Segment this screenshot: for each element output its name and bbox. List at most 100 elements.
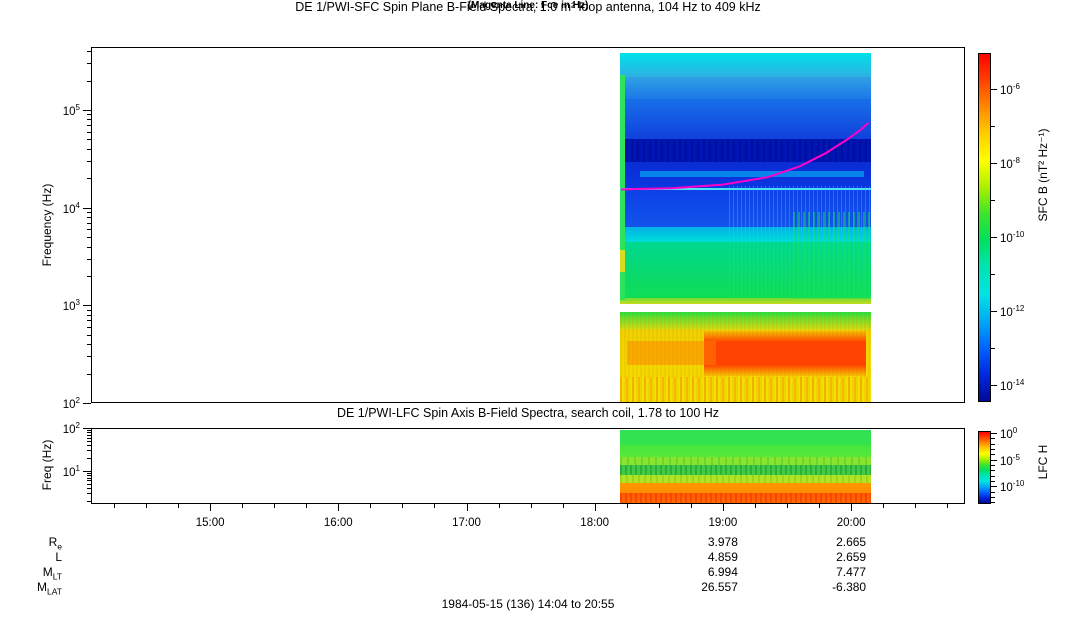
spectrogram-band: [619, 378, 871, 402]
x-major-tick: [851, 503, 853, 511]
cbar-minor-tick: [991, 200, 995, 201]
x-minor-tick: [434, 503, 436, 508]
y-major-tick: [83, 428, 91, 429]
x-minor-tick: [306, 503, 308, 508]
x-major-tick: [722, 503, 724, 511]
x-tick-label: 19:00: [708, 517, 738, 529]
cbar-major-tick: [991, 385, 997, 386]
ephemeris-value: 4.859: [707, 550, 738, 564]
spectrogram-band: [619, 475, 871, 484]
y-tick-label: 102: [62, 421, 80, 436]
spectrogram-band: [619, 311, 871, 316]
sfc-y-axis-label: Frequency (Hz): [40, 183, 54, 267]
spectrogram-band: [619, 493, 871, 503]
spectrogram-band: [619, 457, 871, 466]
ephemeris-value: 7.477: [836, 565, 867, 579]
cbar-major-tick: [991, 486, 997, 488]
fce-line-layer: [620, 122, 869, 191]
y-minor-tick: [87, 356, 91, 358]
spectrogram-overlay-solid: [626, 341, 717, 365]
ephemeris-value: 2.659: [836, 550, 867, 564]
y-minor-tick: [87, 148, 91, 150]
cbar-minor-tick: [991, 464, 995, 466]
y-major-tick: [83, 109, 91, 111]
x-minor-tick: [947, 503, 949, 508]
y-minor-tick: [87, 217, 91, 219]
y-minor-tick: [87, 457, 91, 459]
x-minor-tick: [562, 503, 564, 508]
cbar-minor-tick: [991, 496, 995, 498]
y-minor-tick: [87, 500, 91, 502]
spectrogram-band: [619, 430, 871, 446]
cbar-tick-label: 10-12: [1000, 304, 1025, 319]
ephemeris-row-label: MLAT: [37, 580, 62, 597]
x-minor-tick: [402, 503, 404, 508]
cbar-minor-tick: [991, 274, 995, 275]
y-minor-tick: [87, 344, 91, 346]
y-minor-tick: [87, 51, 91, 53]
x-major-tick: [594, 503, 596, 511]
cbar-major-tick: [991, 433, 997, 434]
cbar-tick-label: 100: [1000, 426, 1018, 441]
cbar-tick-label: 10-6: [1000, 82, 1020, 97]
ephemeris-value: -6.380: [832, 580, 867, 594]
fce-line: [620, 122, 869, 191]
y-minor-tick: [87, 326, 91, 328]
y-minor-tick: [87, 440, 91, 442]
y-minor-tick: [87, 212, 91, 214]
sfc-subtitle: (Magenta Line: Fce in Hz): [467, 0, 589, 11]
y-tick-label: 104: [62, 200, 80, 216]
spectrogram-band: [619, 483, 871, 494]
spectrogram-overlay-solid: [619, 75, 625, 300]
x-minor-tick: [819, 503, 821, 508]
x-tick-label: 18:00: [580, 517, 610, 529]
cbar-major-tick: [991, 237, 997, 238]
y-minor-tick: [87, 320, 91, 322]
spectrogram-band: [619, 53, 871, 77]
y-tick-label: 101: [62, 464, 80, 479]
y-major-tick: [83, 470, 91, 472]
footer-date-range: 1984-05-15 (136) 14:04 to 20:55: [441, 597, 615, 611]
y-minor-tick: [87, 80, 91, 82]
x-major-tick: [466, 503, 468, 511]
cbar-minor-tick: [991, 348, 995, 349]
y-minor-tick: [87, 487, 91, 489]
ephemeris-row-label: Re: [48, 535, 62, 552]
spectrogram-band: [619, 315, 871, 330]
y-minor-tick: [87, 131, 91, 133]
y-minor-tick: [87, 477, 91, 479]
x-minor-tick: [498, 503, 500, 508]
spectrogram-overlay-vstripes: [793, 212, 871, 300]
x-minor-tick: [690, 503, 692, 508]
y-minor-tick: [87, 237, 91, 239]
y-minor-tick: [87, 161, 91, 163]
x-major-tick: [210, 503, 212, 511]
spectrogram-band: [619, 138, 871, 163]
y-minor-tick: [87, 437, 91, 439]
spectrogram-overlay-vstripes: [620, 376, 871, 402]
spectrogram-overlay-vstripes: [620, 465, 871, 475]
y-minor-tick: [87, 139, 91, 141]
spectrogram-band: [619, 445, 871, 458]
cbar-major-tick: [991, 89, 997, 90]
cbar-minor-tick: [991, 475, 995, 477]
y-minor-tick: [87, 432, 91, 434]
cbar-minor-tick: [991, 448, 995, 450]
x-tick-label: 15:00: [195, 517, 225, 529]
spectrogram-band: [619, 76, 871, 99]
cbar-tick-label: 10-10: [1000, 479, 1025, 495]
y-minor-tick: [87, 450, 91, 452]
spectrogram-band: [619, 98, 871, 139]
y-minor-tick: [87, 229, 91, 231]
y-major-tick: [83, 305, 91, 307]
y-minor-tick: [87, 119, 91, 121]
y-minor-tick: [87, 334, 91, 336]
ephemeris-value: 2.665: [836, 535, 867, 549]
x-minor-tick: [242, 503, 244, 508]
x-minor-tick: [787, 503, 788, 508]
cbar-tick-label: 10-5: [1000, 452, 1020, 468]
x-tick-label: 20:00: [836, 517, 866, 529]
x-minor-tick: [146, 503, 147, 508]
y-minor-tick: [87, 309, 91, 311]
